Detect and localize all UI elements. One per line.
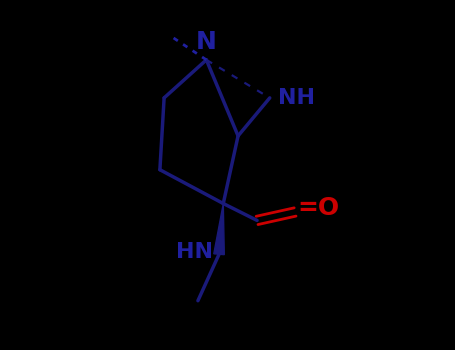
Polygon shape (214, 203, 224, 255)
Text: HN: HN (176, 242, 212, 262)
Text: =O: =O (297, 196, 339, 220)
Text: NH: NH (278, 88, 315, 108)
Text: N: N (196, 29, 217, 54)
